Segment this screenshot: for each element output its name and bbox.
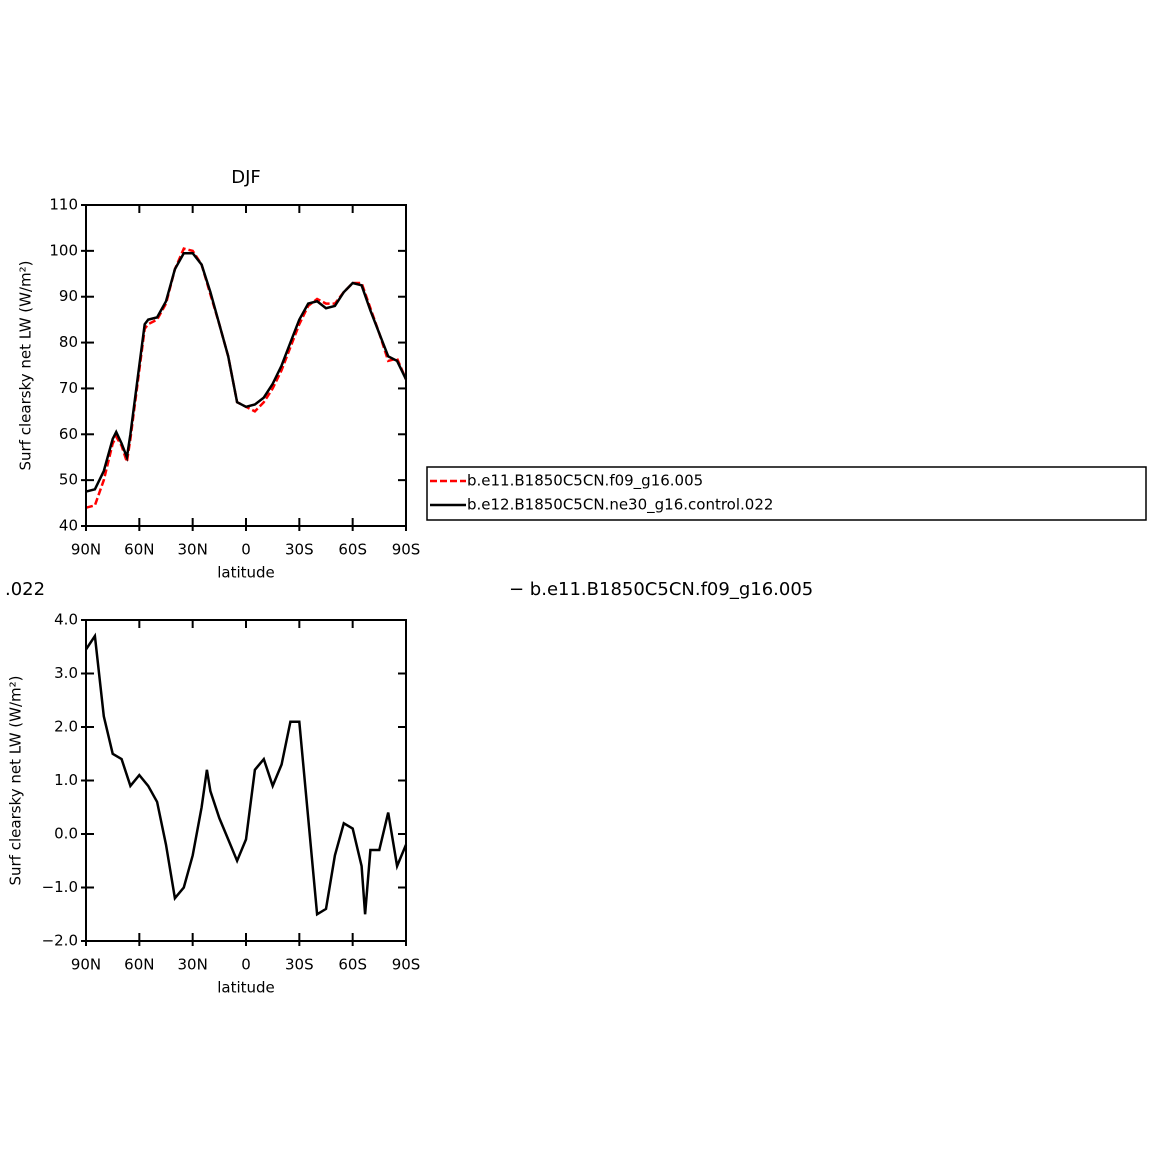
x-tick-label: 60S [338,541,367,559]
y-tick-label: 0.0 [54,825,78,843]
y-tick-label: 70 [59,379,78,397]
x-tick-label: 60N [124,541,154,559]
y-tick-label: 2.0 [54,718,78,736]
data-line [85,251,408,493]
y-tick-label: 80 [59,333,78,351]
y-tick-label: −2.0 [42,932,78,950]
y-tick-label: 1.0 [54,771,78,789]
x-tick-label: 60S [338,956,367,974]
x-tick-label: 30N [178,956,208,974]
y-tick-label: 60 [59,425,78,443]
y-tick-label: −1.0 [42,878,78,896]
chart-title: DJF [231,167,261,188]
y-axis-label: Surf clearsky net LW (W/m²) [17,260,35,470]
y-tick-label: 100 [49,241,78,259]
x-tick-label: 90N [71,956,101,974]
chart-title-part: .022 [5,579,45,600]
legend-label: b.e12.B1850C5CN.ne30_g16.control.022 [467,496,773,515]
y-tick-label: 40 [59,517,78,535]
y-tick-label: 50 [59,471,78,489]
data-line [85,247,408,509]
x-tick-label: 60N [124,956,154,974]
x-tick-label: 90S [392,956,421,974]
x-tick-label: 30S [285,541,314,559]
plot-frame [85,204,407,527]
x-axis-label: latitude [217,564,275,582]
x-tick-label: 30S [285,956,314,974]
y-axis-label: Surf clearsky net LW (W/m²) [7,675,25,885]
chart-title-part: − b.e11.B1850C5CN.f09_g16.005 [509,579,813,600]
y-tick-label: 90 [59,287,78,305]
legend-label: b.e11.B1850C5CN.f09_g16.005 [467,472,703,491]
x-tick-label: 0 [241,541,251,559]
x-tick-label: 90N [71,541,101,559]
y-tick-label: 3.0 [54,664,78,682]
legend-box [426,466,1147,521]
x-axis-label: latitude [217,979,275,997]
x-tick-label: 0 [241,956,251,974]
x-tick-label: 90S [392,541,421,559]
x-tick-label: 30N [178,541,208,559]
data-line [84,632,408,917]
y-tick-label: 4.0 [54,611,78,629]
y-tick-label: 110 [49,196,78,214]
